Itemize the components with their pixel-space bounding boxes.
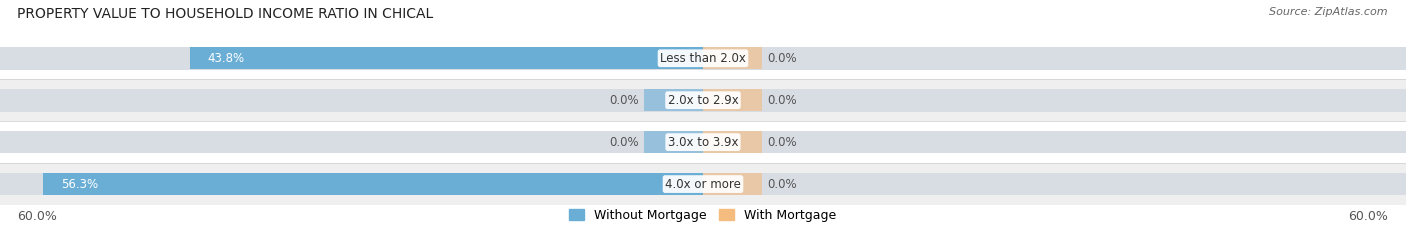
Bar: [644, 131, 703, 153]
Text: 0.0%: 0.0%: [768, 94, 797, 107]
Bar: [703, 131, 762, 153]
Text: 0.0%: 0.0%: [768, 136, 797, 149]
Text: 4.0x or more: 4.0x or more: [665, 178, 741, 191]
Bar: [0, 37, 1406, 79]
Text: 0.0%: 0.0%: [609, 136, 638, 149]
Text: Source: ZipAtlas.com: Source: ZipAtlas.com: [1270, 7, 1388, 17]
Text: 2.0x to 2.9x: 2.0x to 2.9x: [668, 94, 738, 107]
Text: 0.0%: 0.0%: [768, 52, 797, 65]
Legend: Without Mortgage, With Mortgage: Without Mortgage, With Mortgage: [564, 204, 842, 227]
Bar: [703, 173, 762, 195]
Text: 60.0%: 60.0%: [17, 210, 56, 223]
Bar: [644, 89, 703, 111]
Bar: [0, 173, 1406, 195]
Bar: [0, 79, 1406, 121]
Text: 3.0x to 3.9x: 3.0x to 3.9x: [668, 136, 738, 149]
Bar: [0, 163, 1406, 205]
Bar: [0, 89, 1406, 112]
Text: 60.0%: 60.0%: [1348, 210, 1388, 223]
Text: PROPERTY VALUE TO HOUSEHOLD INCOME RATIO IN CHICAL: PROPERTY VALUE TO HOUSEHOLD INCOME RATIO…: [17, 7, 433, 21]
Text: 43.8%: 43.8%: [208, 52, 245, 65]
Text: 0.0%: 0.0%: [609, 94, 638, 107]
Bar: [0, 121, 1406, 163]
Text: 0.0%: 0.0%: [768, 178, 797, 191]
Bar: [44, 173, 703, 195]
Bar: [0, 131, 1406, 154]
Bar: [703, 47, 762, 69]
Text: 56.3%: 56.3%: [60, 178, 98, 191]
Bar: [190, 47, 703, 69]
Bar: [703, 89, 762, 111]
Bar: [0, 47, 1406, 70]
Text: Less than 2.0x: Less than 2.0x: [659, 52, 747, 65]
